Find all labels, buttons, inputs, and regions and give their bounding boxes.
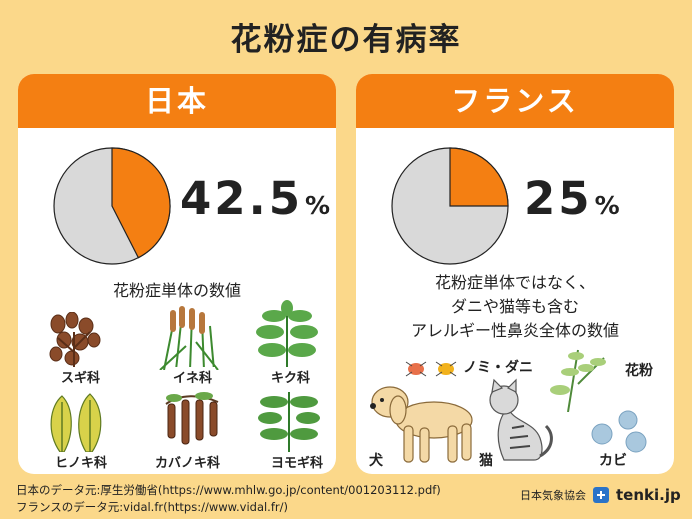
mold-illustration: [591, 410, 647, 453]
tenki-logo-icon: [593, 487, 609, 503]
plant-label-ine: イネ科: [170, 367, 216, 386]
france-percentage-value: 25: [524, 172, 593, 225]
france-percentage: 25%: [524, 172, 620, 225]
yomogi-illustration: [258, 392, 320, 452]
plant-label-yomogi: ヨモギ科: [268, 452, 327, 471]
plant-label-kiku: キク科: [268, 367, 314, 386]
allergen-label-mite: ノミ・ダニ: [460, 357, 536, 377]
france-pie-slice-main: [449, 147, 509, 207]
kiku-illustration: [256, 300, 318, 368]
france-description-line-3: アレルギー性鼻炎全体の数値: [410, 321, 619, 340]
japan-pie-chart: [53, 147, 171, 265]
japan-percentage-unit: %: [305, 191, 331, 220]
france-description-line-1: 花粉症単体ではなく、: [434, 273, 595, 292]
logo-site: tenki.jp: [616, 486, 681, 504]
hinoki-illustration: [50, 393, 102, 453]
france-description: 花粉症単体ではなく、 ダニや猫等も含む アレルギー性鼻炎全体の数値: [356, 271, 674, 343]
allergen-label-pollen: 花粉: [622, 360, 656, 380]
japan-percentage: 42.5%: [180, 172, 330, 225]
france-percentage-unit: %: [594, 191, 620, 220]
japan-description: 花粉症単体の数値: [112, 281, 241, 300]
ine-illustration: [159, 306, 219, 370]
kabanoki-illustration: [165, 392, 219, 445]
plant-label-sugi: スギ科: [58, 367, 104, 386]
page-title: 花粉症の有病率: [230, 22, 462, 58]
japan-card-title: 日本: [18, 74, 336, 128]
source-france: フランスのデータ元:vidal.fr(https://www.vidal.fr/…: [16, 500, 288, 514]
sugi-illustration: [49, 312, 101, 370]
allergen-label-mold: カビ: [596, 450, 630, 470]
pollen-plant-illustration: [550, 349, 606, 412]
france-card: フランス 25% 花粉症単体ではなく、 ダニや猫等も含む アレルギー性鼻炎全体の…: [356, 74, 674, 474]
allergen-label-cat: 猫: [476, 450, 496, 470]
plant-label-hinoki: ヒノキ科: [52, 452, 111, 471]
source-japan: 日本のデータ元:厚生労働省(https://www.mhlw.go.jp/con…: [16, 483, 441, 497]
france-description-line-2: ダニや猫等も含む: [450, 297, 579, 316]
dog-illustration: [370, 386, 473, 463]
japan-pie-slice-main: [111, 147, 171, 259]
allergen-label-dog: 犬: [366, 450, 386, 470]
japan-percentage-value: 42.5: [180, 172, 304, 225]
cat-illustration: [489, 378, 553, 461]
france-card-title: フランス: [356, 74, 674, 128]
japan-card: 日本 42.5% 花粉症単体の数値 スギ科 イネ科: [18, 74, 336, 474]
mite-illustration: [405, 361, 457, 377]
logo-org: 日本気象協会: [520, 489, 586, 502]
france-pie-chart: [391, 147, 509, 265]
plant-label-kabanoki: カバノキ科: [152, 452, 224, 471]
tenki-logo: 日本気象協会 tenki.jp: [520, 486, 681, 504]
